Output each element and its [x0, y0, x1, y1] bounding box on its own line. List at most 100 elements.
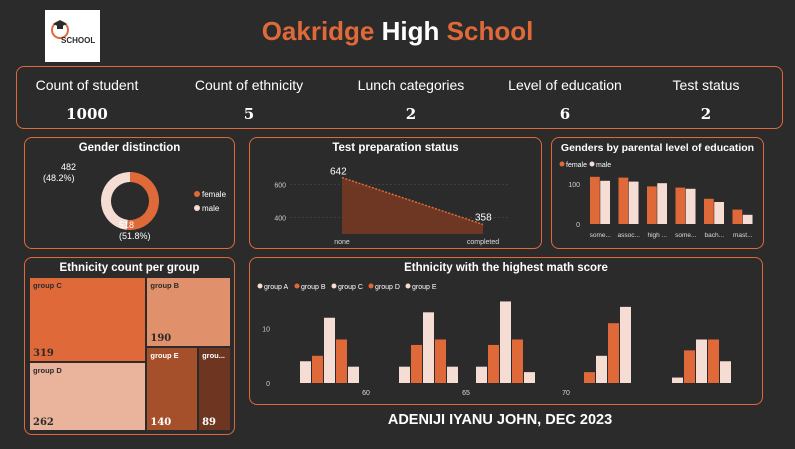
- math-panel: Ethnicity with the highest math score gr…: [249, 257, 763, 405]
- bar-group-A: [399, 366, 410, 383]
- y-tick-label: 600: [274, 183, 286, 190]
- bar-group-C: [696, 339, 707, 383]
- x-tick-label: high ...: [647, 232, 667, 239]
- chart-title: Ethnicity with the highest math score: [404, 262, 608, 274]
- parental-panel: Genders by parental level of education f…: [551, 137, 764, 249]
- kpi-value: 6: [559, 105, 571, 123]
- treemap-label: grou...: [202, 350, 226, 360]
- data-label-male: 482: [61, 162, 76, 172]
- bar-group-B: [312, 355, 323, 383]
- bar-group-A: [672, 377, 683, 383]
- kpi-panel: Count of student 1000 Count of ethnicity…: [16, 66, 783, 129]
- bar-female: [675, 187, 686, 224]
- bar-female: [732, 209, 743, 224]
- testprep-area-chart: 400 600 642 358 none completed: [274, 167, 510, 246]
- legend-label-male: male: [202, 204, 220, 213]
- legend-label-female: female: [202, 190, 227, 199]
- y-tick-label: 10: [262, 327, 270, 334]
- treemap-cell-group-b: group B 190: [146, 277, 231, 347]
- legend-marker-female: [559, 161, 565, 167]
- data-label-female: 518: [119, 220, 134, 230]
- legend-marker-female: [194, 191, 200, 197]
- area-fill: [342, 177, 483, 234]
- legend-label-group-A: group A: [264, 284, 288, 291]
- treemap-value: 262: [33, 416, 54, 428]
- donut-slice-female: [126, 172, 159, 230]
- title-word-1: Oakridge: [261, 16, 375, 46]
- gender-panel: Gender distinction 518 (51.8%) 482 (48.2%) f…: [24, 137, 235, 249]
- bar-group-B: [684, 350, 695, 383]
- chart-title: Test preparation status: [332, 142, 459, 154]
- legend-label-group-C: group C: [338, 284, 363, 291]
- data-label-female-pct: (51.8%): [119, 231, 151, 241]
- treemap-label: group D: [33, 365, 62, 375]
- bar-group-E: [447, 366, 458, 383]
- bar-male: [657, 183, 668, 224]
- data-label-completed: 358: [475, 212, 492, 223]
- treemap-panel: Ethnicity count per group group C 319 grou…: [24, 257, 235, 435]
- chart-title: Gender distinction: [78, 142, 181, 154]
- treemap-value: 89: [202, 416, 217, 428]
- legend-marker-group-D: [368, 283, 374, 289]
- bar-male: [628, 181, 639, 224]
- treemap-cell-group-d: group D 262: [29, 361, 147, 431]
- kpi-value: 2: [405, 105, 417, 123]
- bar-female: [703, 198, 714, 224]
- legend-marker-male: [194, 205, 200, 211]
- bar-group-C: [500, 301, 511, 383]
- treemap-value: 140: [150, 416, 172, 428]
- x-tick-label: none: [334, 239, 350, 246]
- treemap-label: group B: [150, 281, 180, 290]
- kpi-label: Test status: [672, 77, 740, 93]
- bar-group-A: [300, 361, 311, 383]
- kpi-value: 2: [700, 105, 712, 123]
- bar-female: [618, 177, 629, 224]
- legend-marker-group-E: [405, 283, 411, 289]
- title-word-3: School: [446, 16, 534, 46]
- bar-group-E: [348, 366, 359, 383]
- y-tick-label: 0: [266, 381, 270, 388]
- legend-marker-male: [589, 161, 595, 167]
- x-tick-label: mast...: [733, 232, 753, 239]
- bar-group-B: [411, 344, 422, 383]
- bar-group-E: [524, 372, 535, 383]
- bar-female: [589, 176, 600, 224]
- math-bar-chart: group A group B group C group D group E 0 10 60…: [257, 283, 731, 397]
- bar-male: [685, 188, 696, 224]
- kpi-value: 1000: [66, 105, 108, 123]
- y-tick-label: 100: [568, 182, 580, 189]
- legend-label-group-D: group D: [375, 284, 400, 291]
- legend-marker-group-B: [294, 283, 300, 289]
- gender-donut-chart: 518(51.8%) 482(48.2%) female male: [43, 162, 227, 241]
- legend-label-male: male: [596, 162, 611, 169]
- bar-male: [600, 180, 611, 224]
- treemap-cell-group-c: group C 319: [29, 277, 147, 362]
- y-tick-label: 0: [576, 222, 580, 229]
- kpi-label: Lunch categories: [357, 77, 465, 93]
- testprep-panel: Test preparation status 400 600 642 358 none…: [249, 137, 542, 249]
- bar-group-C: [423, 312, 434, 383]
- x-tick-label: bach...: [704, 232, 724, 239]
- chart-title: Ethnicity count per group: [59, 262, 200, 274]
- parental-bar-chart: female male 0 100 some... assoc... high ... som…: [559, 161, 753, 239]
- bar-group-A: [476, 366, 487, 383]
- series-line: [341, 176, 484, 226]
- author-footer: ADENIJI IYANU JOHN, DEC 2023: [387, 412, 613, 428]
- bar-female: [646, 186, 657, 224]
- x-tick-label: 60: [362, 390, 370, 397]
- bar-group-D: [608, 323, 619, 383]
- treemap-cell-group-e: group E 140: [146, 346, 199, 431]
- treemap-chart: group C 319 group D 262 group B 190 group E 140…: [29, 277, 231, 431]
- title-word-2: High: [381, 16, 440, 46]
- x-tick-label: 70: [562, 390, 570, 397]
- treemap-value: 319: [33, 347, 54, 359]
- bar-group-D: [512, 339, 523, 383]
- x-tick-label: some...: [590, 232, 612, 239]
- treemap-cell-grou-: grou... 89: [198, 346, 231, 431]
- x-tick-label: some...: [675, 232, 697, 239]
- kpi-label: Level of education: [508, 77, 622, 93]
- chart-title: Genders by parental level of education: [560, 142, 755, 154]
- kpi-label: Count of student: [35, 77, 139, 93]
- bar-group-C: [596, 355, 607, 383]
- school-logo: SCHOOL: [45, 10, 100, 62]
